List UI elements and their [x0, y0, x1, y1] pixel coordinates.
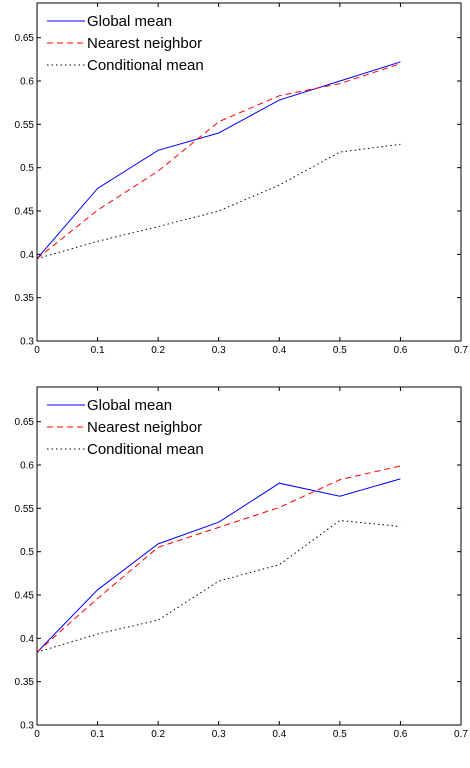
x-tick-label: 0.3 — [212, 345, 226, 356]
y-tick-label: 0.6 — [20, 77, 34, 88]
legend-label: Conditional mean — [87, 441, 204, 458]
y-tick-label: 0.65 — [15, 33, 35, 44]
y-tick-label: 0.4 — [20, 250, 34, 261]
series-line-global-mean — [36, 61, 401, 259]
series-line-nearest-neighbor — [36, 465, 401, 653]
y-tick-label: 0.45 — [15, 591, 35, 602]
y-tick-label: 0.55 — [15, 120, 35, 131]
x-tick-label: 0.1 — [91, 729, 105, 740]
y-tick-label: 0.35 — [15, 293, 35, 304]
y-tick-label: 0.3 — [20, 337, 34, 348]
series-line-conditional-mean — [36, 143, 401, 260]
legend-label: Global mean — [87, 13, 172, 30]
legend-label: Conditional mean — [87, 57, 204, 74]
x-tick-label: 0.6 — [393, 729, 407, 740]
y-tick-label: 0.45 — [15, 207, 35, 218]
plot-frame-top — [36, 2, 462, 342]
y-tick-label: 0.5 — [20, 547, 34, 558]
series-line-global-mean — [36, 478, 401, 653]
x-tick-label: 0.4 — [272, 729, 286, 740]
line-chart-bottom: 0 0.1 0.2 0.3 0.4 0.5 0.6 0.7 0.3 0.35 0.4 0.45 0.5 0… — [15, 386, 468, 740]
legend-label: Global mean — [87, 397, 172, 414]
x-tick-label: 0.7 — [454, 345, 468, 356]
legend-label: Nearest neighbor — [87, 419, 202, 436]
x-tick-label: 0.2 — [151, 345, 165, 356]
x-tick-label: 0.7 — [454, 729, 468, 740]
y-tick-label: 0.35 — [15, 677, 35, 688]
series-line-conditional-mean — [36, 519, 401, 653]
x-tick-label: 0.2 — [151, 729, 165, 740]
y-tick-label: 0.3 — [20, 721, 34, 732]
y-tick-label: 0.6 — [20, 461, 34, 472]
x-tick-label: 0 — [34, 345, 40, 356]
y-tick-label: 0.5 — [20, 163, 34, 174]
x-tick-label: 0.6 — [393, 345, 407, 356]
series-line-nearest-neighbor — [36, 63, 401, 260]
line-chart-top: 0 0.1 0.2 0.3 0.4 0.5 0.6 0.7 0.3 0.35 0.4 0.45 0.5 0… — [15, 2, 468, 356]
x-tick-label: 0.3 — [212, 729, 226, 740]
y-tick-label: 0.55 — [15, 504, 35, 515]
y-tick-label: 0.4 — [20, 634, 34, 645]
x-tick-label: 0.1 — [91, 345, 105, 356]
legend-label: Nearest neighbor — [87, 35, 202, 52]
x-tick-label: 0.5 — [333, 345, 347, 356]
x-tick-label: 0.4 — [272, 345, 286, 356]
x-tick-label: 0.5 — [333, 729, 347, 740]
x-tick-label: 0 — [34, 729, 40, 740]
y-tick-label: 0.65 — [15, 417, 35, 428]
plot-frame-bottom — [36, 386, 462, 726]
